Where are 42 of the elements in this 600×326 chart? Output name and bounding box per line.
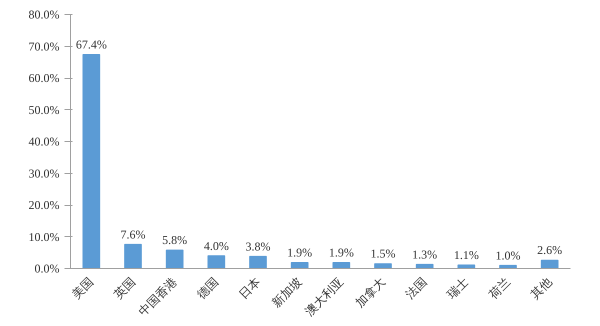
data-label: 2.6% — [537, 243, 562, 258]
y-tick-label: 60.0% — [28, 71, 60, 85]
data-label: 1.9% — [328, 245, 354, 260]
bar — [332, 262, 350, 268]
x-tick-label: 瑞士 — [444, 274, 472, 302]
bar — [290, 262, 308, 268]
data-label: 5.8% — [162, 233, 188, 248]
bar — [82, 54, 100, 268]
bar — [208, 255, 226, 268]
y-tick-label: 30.0% — [28, 166, 60, 180]
data-label: 1.5% — [370, 246, 396, 261]
y-tick-label: 80.0% — [28, 8, 60, 22]
data-label: 1.9% — [287, 245, 312, 260]
data-label: 7.6% — [120, 227, 146, 242]
y-tick-label: 40.0% — [28, 134, 60, 148]
data-label: 1.1% — [454, 248, 479, 262]
x-tick-label: 加拿大 — [352, 274, 388, 310]
y-tick-label: 10.0% — [28, 230, 60, 244]
y-tick-label: 0.0% — [34, 262, 60, 276]
x-tick-label: 澳大利亚 — [302, 274, 346, 318]
x-tick-label: 英国 — [111, 274, 138, 302]
data-label: 67.4% — [76, 38, 107, 52]
bar — [374, 263, 392, 268]
x-tick-label: 新加坡 — [269, 274, 305, 310]
bar — [166, 250, 184, 268]
data-label: 1.0% — [496, 248, 520, 262]
x-tick-label: 日本 — [236, 274, 263, 302]
bar — [249, 256, 267, 268]
x-tick-label: 其他 — [528, 274, 555, 302]
y-tick-label: 20.0% — [28, 198, 60, 212]
y-tick-label: 50.0% — [28, 102, 60, 117]
bar — [540, 260, 558, 268]
x-tick-label: 德国 — [194, 274, 222, 302]
data-label: 3.8% — [246, 239, 270, 254]
data-label: 1.3% — [412, 247, 438, 262]
x-tick-label: 荷兰 — [486, 274, 513, 302]
x-tick-label: 美国 — [69, 274, 96, 302]
x-tick-label: 中国香港 — [136, 274, 180, 318]
y-tick-label: 70.0% — [28, 39, 60, 54]
data-label: 4.0% — [204, 238, 229, 253]
x-tick-label: 法国 — [402, 274, 430, 302]
bar — [124, 244, 142, 268]
